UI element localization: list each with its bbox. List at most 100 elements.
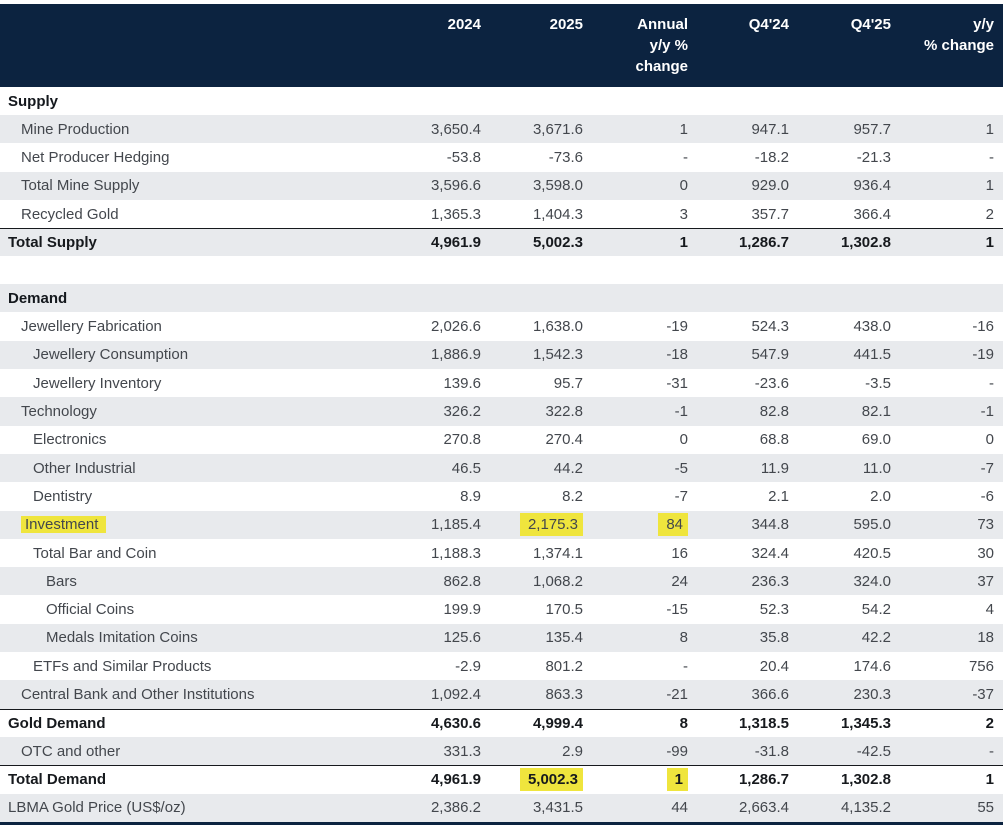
cell-2024: 3,596.6 (430, 177, 481, 195)
header-col-annual-yy-change: Annual y/y % change (635, 16, 688, 75)
row-label: Jewellery Consumption (33, 346, 189, 364)
cell-q4-25: 936.4 (853, 177, 891, 195)
cell-q4-24: 1,286.7 (738, 234, 789, 252)
cell-yy-change: -7 (980, 459, 994, 477)
cell-2024: 3,650.4 (430, 120, 481, 138)
table-row-central-bank-and-other-institutions: Central Bank and Other Institutions 1,092… (0, 680, 1003, 709)
row-label: Jewellery Inventory (33, 374, 162, 392)
cell-yy-change: 1 (985, 120, 994, 138)
row-label: Dentistry (33, 487, 93, 505)
row-label: Total Demand (8, 771, 107, 789)
cell-q4-25: 324.0 (853, 572, 891, 590)
table-row-total-mine-supply: Total Mine Supply 3,596.6 3,598.0 0 929.0 936… (0, 171, 1003, 200)
table-body: Supply Mine Production 3,650.4 3,671.6 1 947.… (0, 87, 1003, 822)
cell-q4-24: -31.8 (754, 742, 789, 760)
cell-q4-25: 366.4 (853, 205, 891, 223)
cell-annual-yy-change: -15 (666, 601, 688, 619)
table-row-jewellery-consumption: Jewellery Consumption 1,886.9 1,542.3 -18 54… (0, 340, 1003, 370)
row-label: Recycled Gold (21, 205, 119, 223)
cell-2024: 270.8 (443, 431, 481, 449)
cell-annual-yy-change: 0 (679, 431, 688, 449)
table-row-official-coins: Official Coins 199.9 170.5 -15 52.3 54.2 4 (0, 595, 1003, 623)
row-label: Bars (46, 572, 77, 590)
cell-annual-yy-change: 0 (679, 177, 688, 195)
cell-yy-change: - (989, 148, 994, 166)
table-row-other-industrial: Other Industrial 46.5 44.2 -5 11.9 11.0 -7 (0, 453, 1003, 483)
cell-2024: 1,886.9 (430, 346, 481, 364)
cell-yy-change: 2 (985, 205, 994, 223)
cell-q4-25: 438.0 (853, 318, 891, 336)
table-row-etfs-and-similar-products: ETFs and Similar Products -2.9 801.2 - 20.4 1… (0, 652, 1003, 680)
cell-2025: 1,374.1 (532, 544, 583, 562)
cell-q4-24: 547.9 (751, 346, 789, 364)
row-label: Medals Imitation Coins (46, 629, 198, 647)
row-label: ETFs and Similar Products (33, 657, 212, 675)
cell-2024: -53.8 (446, 148, 481, 166)
cell-yy-change: 37 (977, 572, 994, 590)
cell-2025: 1,638.0 (532, 318, 583, 336)
row-label: Electronics (33, 431, 107, 449)
cell-annual-yy-change: -19 (666, 318, 688, 336)
cell-2024: 139.6 (443, 374, 481, 392)
header-col-yy-change: y/y % change (923, 16, 994, 54)
cell-yy-change: 1 (985, 177, 994, 195)
cell-q4-25: 1,302.8 (840, 234, 891, 252)
cell-2025: 95.7 (553, 374, 583, 392)
cell-q4-24: 52.3 (759, 601, 789, 619)
cell-annual-yy-change: 16 (671, 544, 688, 562)
cell-yy-change: - (989, 742, 994, 760)
cell-yy-change: -16 (972, 318, 994, 336)
cell-2024: 2,026.6 (430, 318, 481, 336)
cell-2025: 3,431.5 (532, 799, 583, 817)
spacer-row (0, 256, 1003, 285)
header-col-q4-25: Q4'25 (850, 16, 891, 33)
cell-2024: 2,386.2 (430, 799, 481, 817)
cell-2025: 270.4 (545, 431, 583, 449)
table-row-medals-imitation-coins: Medals Imitation Coins 125.6 135.4 8 35.8 42.… (0, 623, 1003, 653)
cell-annual-yy-change: -1 (674, 403, 688, 421)
cell-q4-25: 957.7 (853, 120, 891, 138)
cell-annual-yy-change: 3 (679, 205, 688, 223)
row-label: Total Bar and Coin (33, 544, 157, 562)
cell-2025: -73.6 (548, 148, 583, 166)
cell-q4-25: 42.2 (861, 629, 891, 647)
cell-q4-25: 1,302.8 (840, 771, 891, 789)
row-label: Total Mine Supply (21, 177, 140, 195)
table-row-electronics: Electronics 270.8 270.4 0 68.8 69.0 0 (0, 426, 1003, 454)
cell-2025: 4,999.4 (532, 714, 583, 732)
cell-q4-25: -21.3 (856, 148, 891, 166)
cell-q4-24: 11.9 (760, 459, 789, 477)
section-header-supply: Supply (8, 92, 59, 110)
cell-q4-24: 68.8 (759, 431, 789, 449)
table-row-mine-production: Mine Production 3,650.4 3,671.6 1 947.1 957.7… (0, 115, 1003, 144)
cell-q4-25: 230.3 (853, 685, 891, 703)
cell-2025: 801.2 (545, 657, 583, 675)
cell-2024: 4,961.9 (430, 771, 481, 789)
table-row-jewellery-fabrication: Jewellery Fabrication 2,026.6 1,638.0 -19 52… (0, 312, 1003, 340)
cell-2025: 2.9 (562, 742, 583, 760)
cell-2025: 8.2 (562, 487, 583, 505)
cell-annual-yy-change: -99 (666, 742, 688, 760)
cell-yy-change: 756 (968, 657, 994, 675)
cell-yy-change: 2 (985, 714, 994, 732)
cell-q4-24: -23.6 (754, 374, 789, 392)
cell-yy-change: 4 (985, 601, 994, 619)
highlight-marker: 5,002.3 (519, 768, 583, 792)
cell-q4-25: 441.5 (853, 346, 891, 364)
cell-2025: 1,542.3 (532, 346, 583, 364)
cell-annual-yy-change: -31 (666, 374, 688, 392)
cell-2025: 1,068.2 (532, 572, 583, 590)
cell-yy-change: 0 (985, 431, 994, 449)
header-col-q4-24: Q4'24 (748, 16, 789, 33)
cell-q4-24: 947.1 (751, 120, 789, 138)
row-label: Central Bank and Other Institutions (21, 685, 255, 703)
cell-2024: 4,630.6 (430, 714, 481, 732)
cell-yy-change: 18 (977, 629, 994, 647)
cell-q4-25: 69.0 (861, 431, 891, 449)
cell-annual-yy-change: 8 (679, 629, 688, 647)
cell-q4-25: -42.5 (856, 742, 891, 760)
cell-q4-25: 595.0 (853, 516, 891, 534)
cell-q4-25: 1,345.3 (840, 714, 891, 732)
cell-q4-24: 366.6 (751, 685, 789, 703)
